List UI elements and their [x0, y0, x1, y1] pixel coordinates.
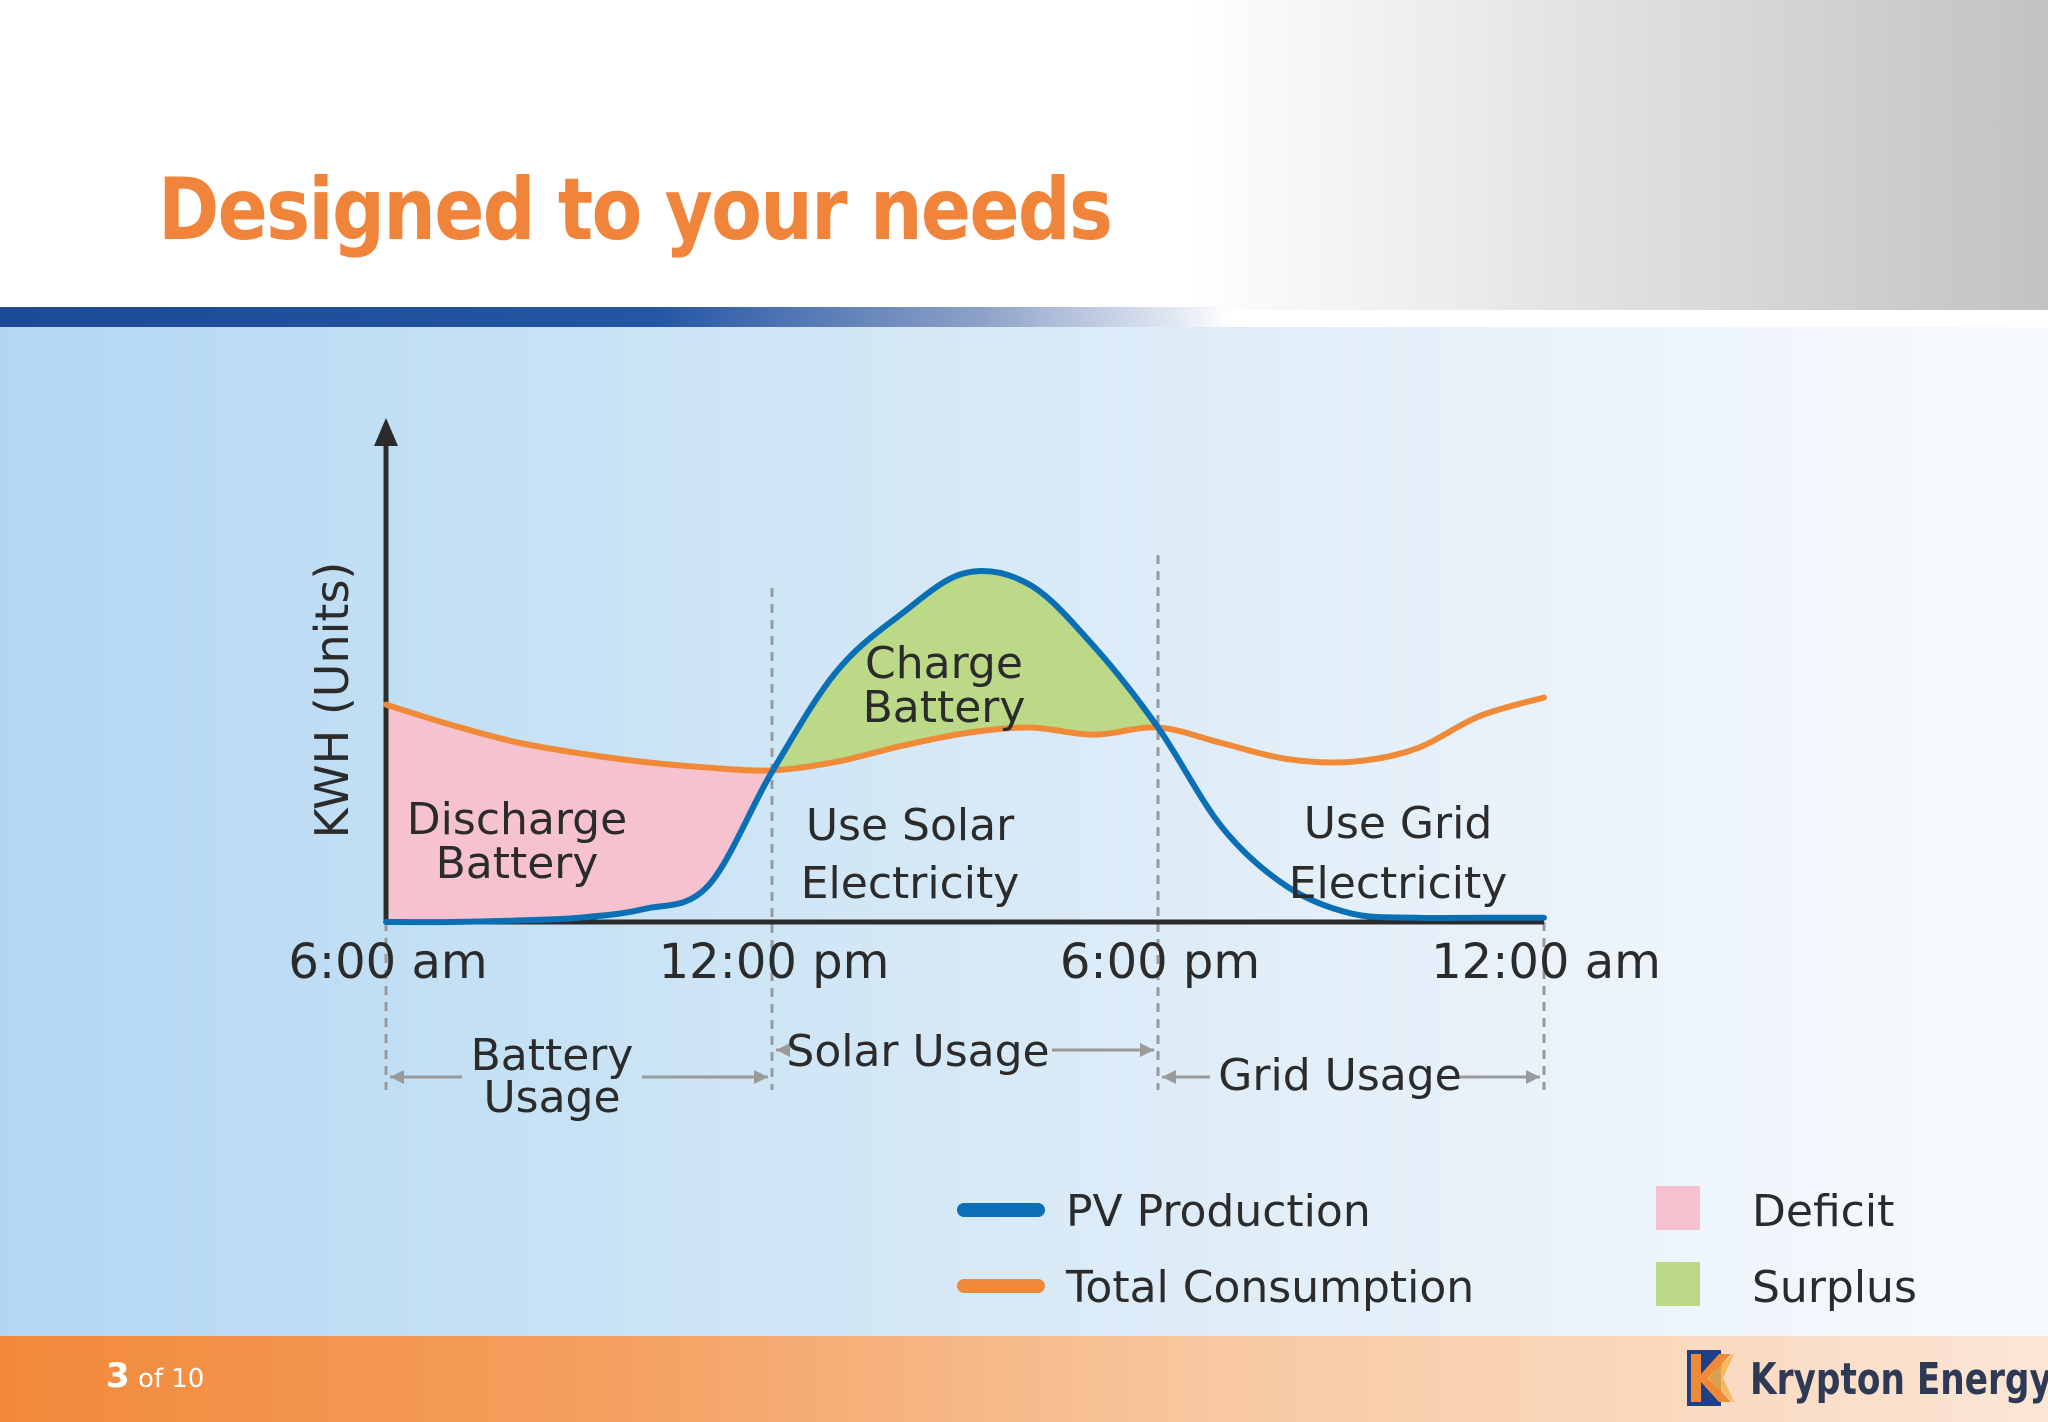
- y-axis-label: KWH (Units): [305, 562, 359, 839]
- x-tick-label: 12:00 am: [1431, 934, 1661, 990]
- region-label: Discharge: [407, 794, 627, 845]
- x-tick-label: 6:00 am: [288, 934, 487, 990]
- header-rule: [0, 307, 2048, 327]
- usage-span-label: Usage: [483, 1072, 620, 1123]
- arrow-right-icon: [1526, 1070, 1540, 1084]
- legend-label: Surplus: [1752, 1262, 1917, 1313]
- page-indicator: 3 of 10: [106, 1356, 204, 1396]
- usage-span-label: Solar Usage: [786, 1026, 1049, 1077]
- legend-label: PV Production: [1066, 1186, 1371, 1237]
- slide-header: [0, 0, 2048, 310]
- brand-name: Krypton Energy: [1750, 1354, 2048, 1405]
- y-axis-arrow-icon: [374, 418, 398, 446]
- legend-label: Deficit: [1752, 1186, 1894, 1237]
- krypton-energy-logo-icon: [1687, 1350, 1735, 1406]
- legend-swatch-deficit: [1656, 1186, 1700, 1230]
- arrow-right-icon: [754, 1070, 768, 1084]
- x-tick-label: 12:00 pm: [659, 934, 890, 990]
- x-tick-label: 6:00 pm: [1060, 934, 1260, 990]
- consumption-line: [383, 694, 1547, 774]
- legend-swatch-surplus: [1656, 1262, 1700, 1306]
- legend-label: Total Consumption: [1065, 1262, 1474, 1313]
- region-label: Electricity: [1289, 858, 1508, 909]
- region-label: Charge: [865, 638, 1023, 689]
- slide-title: Designed to your needs: [158, 160, 1113, 260]
- pv-production-line: [383, 568, 1547, 926]
- region-label: Battery: [863, 682, 1026, 733]
- region-label: Use Grid: [1304, 798, 1493, 849]
- region-label: Electricity: [801, 858, 1020, 909]
- usage-span-label: Battery: [471, 1030, 634, 1081]
- slide-body-background: [0, 327, 2048, 1336]
- energy-usage-chart: KWH (Units) 6:00 am 12:00 pm 6:00 pm 12:00 a…: [288, 418, 1917, 1313]
- region-label: Battery: [436, 838, 599, 889]
- page-total: of 10: [137, 1364, 205, 1394]
- page-current: 3: [106, 1356, 130, 1396]
- arrow-left-icon: [390, 1070, 404, 1084]
- surplus-area: [772, 571, 1158, 772]
- arrow-left-icon: [1162, 1070, 1176, 1084]
- usage-span-label: Grid Usage: [1218, 1050, 1461, 1101]
- region-label: Use Solar: [806, 800, 1015, 851]
- arrow-right-icon: [1140, 1043, 1154, 1057]
- arrow-left-icon: [776, 1043, 790, 1057]
- deficit-area: [386, 704, 772, 923]
